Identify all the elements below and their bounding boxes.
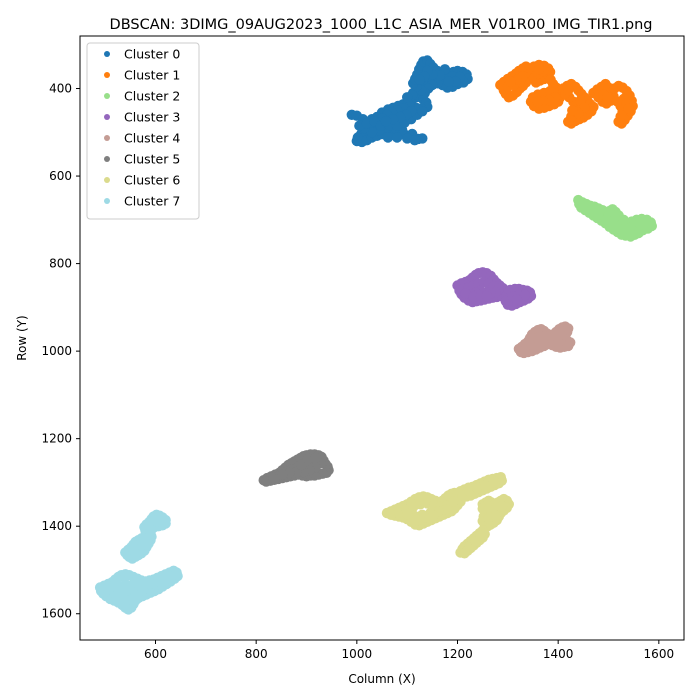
y-tick-label: 1400 <box>41 519 72 533</box>
x-tick-label: 1200 <box>442 647 473 661</box>
x-tick-label: 1000 <box>342 647 373 661</box>
legend: Cluster 0 Cluster 1 Cluster 2 Cluster 3 Clus… <box>86 42 200 220</box>
y-tick-label: 600 <box>49 169 72 183</box>
x-axis-title: Column (X) <box>348 672 415 686</box>
data-point <box>537 338 549 349</box>
data-point <box>505 76 517 87</box>
data-point <box>366 127 378 138</box>
data-point <box>602 92 613 103</box>
data-point <box>402 92 413 103</box>
x-tick-label: 600 <box>144 647 167 661</box>
data-point <box>380 116 392 127</box>
data-point <box>441 504 452 515</box>
series-cluster-2 <box>573 194 657 242</box>
series-cluster-0 <box>346 55 473 148</box>
axis-layer: 600 800 1000 1200 1400 1600 400 600 800 1000 1200 1… <box>41 82 674 661</box>
data-point <box>519 289 531 301</box>
data-point <box>464 486 475 497</box>
legend-marker <box>104 198 110 204</box>
data-point <box>155 575 166 586</box>
data-point <box>296 459 307 471</box>
data-point <box>310 452 321 464</box>
data-point <box>277 469 288 480</box>
legend-marker <box>104 177 110 183</box>
data-point <box>428 510 439 521</box>
data-point <box>420 512 431 523</box>
data-point <box>382 132 394 143</box>
legend-label: Cluster 2 <box>124 89 180 104</box>
data-point <box>618 214 629 225</box>
series-cluster-5 <box>258 449 334 487</box>
data-point <box>472 483 483 494</box>
data-point <box>391 132 403 143</box>
data-point <box>143 532 154 543</box>
data-points-layer <box>94 55 657 615</box>
legend-label: Cluster 3 <box>124 110 180 125</box>
data-point <box>165 571 176 583</box>
legend-marker <box>104 93 110 99</box>
series-cluster-6 <box>381 472 514 559</box>
legend-label: Cluster 6 <box>124 173 180 188</box>
data-point <box>409 135 420 146</box>
data-point <box>563 85 574 96</box>
data-point <box>144 578 155 590</box>
y-tick-label: 1600 <box>41 607 72 621</box>
data-point <box>417 106 428 117</box>
data-point <box>385 509 397 520</box>
data-point <box>448 496 459 507</box>
data-point <box>490 510 501 521</box>
data-point <box>434 70 446 81</box>
series-cluster-1 <box>495 59 638 129</box>
legend-marker <box>104 51 110 57</box>
legend-label: Cluster 0 <box>124 47 180 62</box>
legend-marker <box>104 114 110 120</box>
data-point <box>553 337 564 348</box>
data-point <box>533 64 545 75</box>
series-cluster-7 <box>94 509 183 615</box>
data-point <box>480 480 491 492</box>
data-point <box>475 530 486 541</box>
data-point <box>532 96 544 107</box>
legend-label: Cluster 7 <box>124 194 180 209</box>
legend-marker <box>104 72 110 78</box>
x-tick-label: 1600 <box>644 647 675 661</box>
data-point <box>130 548 141 559</box>
y-tick-label: 1200 <box>41 432 72 446</box>
legend-label: Cluster 5 <box>124 152 180 167</box>
series-cluster-3 <box>452 267 537 311</box>
x-tick-label: 1400 <box>543 647 574 661</box>
legend-label: Cluster 1 <box>124 68 180 83</box>
legend-marker <box>104 156 110 162</box>
plot-frame <box>79 35 685 641</box>
data-point <box>604 205 615 217</box>
series-cluster-4 <box>513 321 576 359</box>
data-point <box>623 103 634 114</box>
data-point <box>412 514 423 526</box>
data-point <box>593 209 604 220</box>
data-point <box>126 594 137 605</box>
data-point <box>633 227 644 239</box>
y-tick-label: 400 <box>49 82 72 96</box>
data-point <box>443 76 454 87</box>
data-point <box>555 329 566 340</box>
legend-box <box>86 42 200 220</box>
data-point <box>414 74 425 86</box>
legend-marker <box>104 135 110 141</box>
legend-label: Cluster 4 <box>124 131 180 146</box>
data-point <box>640 219 651 230</box>
x-tick-label: 800 <box>245 647 268 661</box>
y-tick-label: 800 <box>49 257 72 271</box>
data-point <box>481 290 492 302</box>
data-point <box>488 477 499 488</box>
data-point <box>567 105 578 116</box>
data-point <box>155 516 166 527</box>
chart-title: DBSCAN: 3DIMG_09AUG2023_1000_L1C_ASIA_ME… <box>110 17 653 33</box>
data-point <box>460 288 471 299</box>
y-tick-label: 1000 <box>41 344 72 358</box>
data-point <box>496 500 507 512</box>
data-point <box>511 294 523 305</box>
y-axis-title: Row (Y) <box>15 315 29 360</box>
data-point <box>402 508 413 520</box>
